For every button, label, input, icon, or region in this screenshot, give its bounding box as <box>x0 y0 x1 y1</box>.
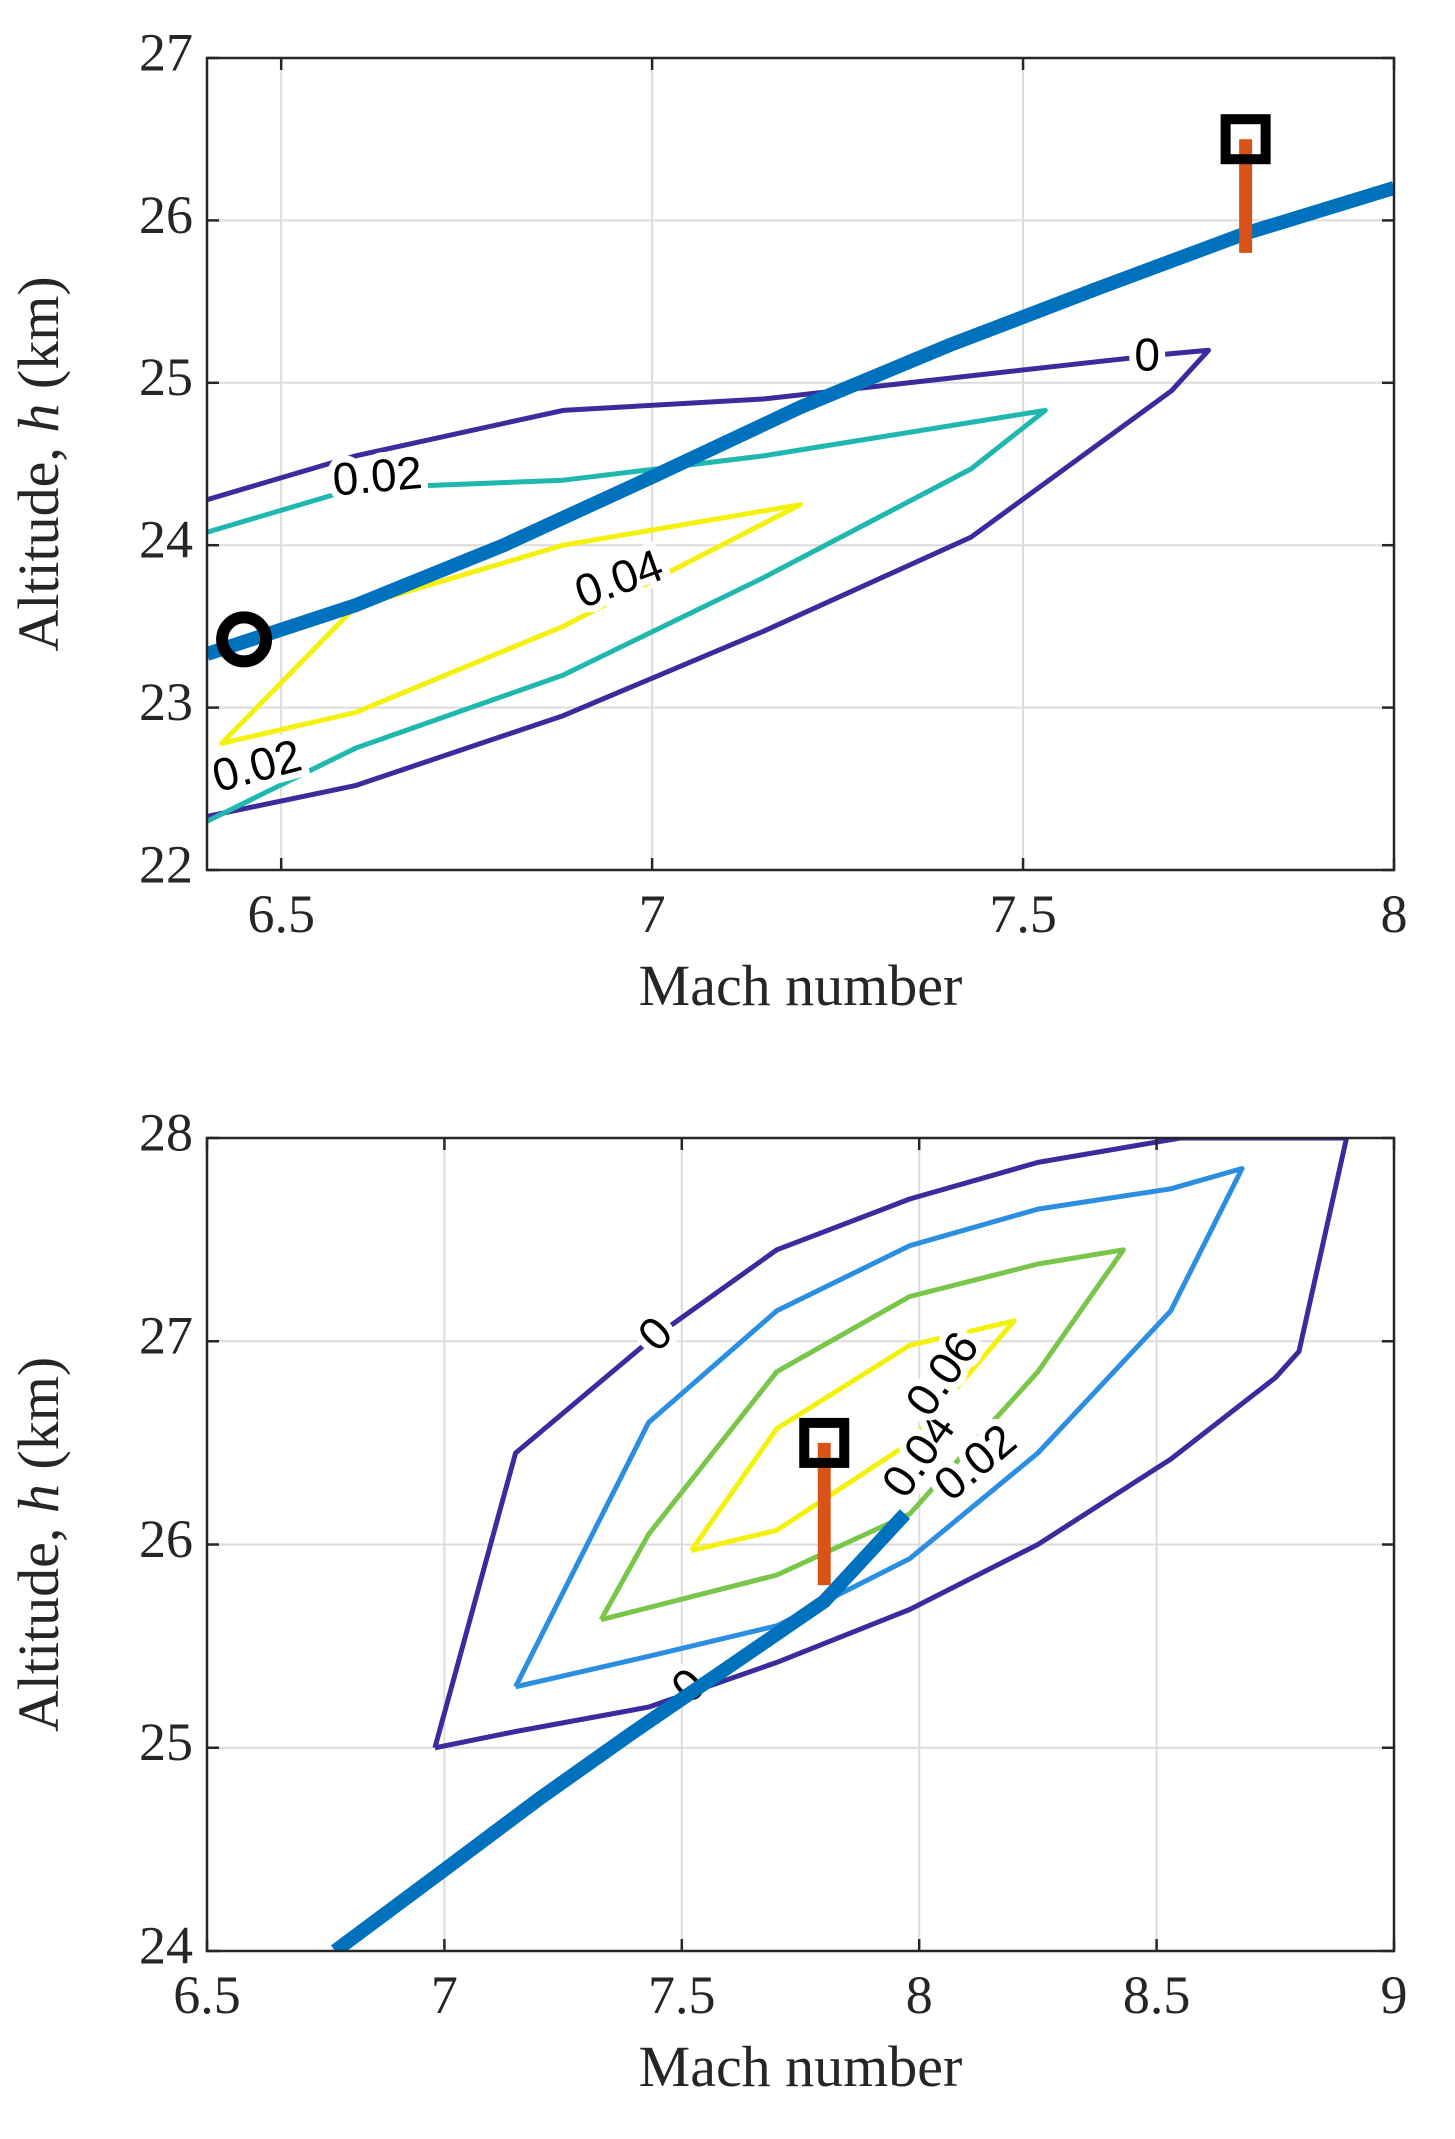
contour-label: 0.02 <box>331 446 425 506</box>
y-axis-label-variable: h <box>6 1484 71 1513</box>
y-tick-label: 26 <box>139 185 193 245</box>
contour-line-0.02 <box>207 407 1048 824</box>
y-axis-label-unit: (km) <box>6 1357 71 1484</box>
trajectory-line <box>207 181 1394 661</box>
y-tick-label: 26 <box>139 1509 193 1569</box>
target-square-marker <box>799 1417 850 1468</box>
x-tick-label: 7.5 <box>989 884 1057 944</box>
x-tick-label: 7 <box>639 884 666 944</box>
x-axis-label: Mach number <box>639 2034 963 2099</box>
x-axis-label: Mach number <box>639 953 963 1018</box>
contour-line-0.04 <box>598 1247 1126 1623</box>
x-tick-label: 8 <box>1381 884 1408 944</box>
contour-label: 0 <box>1134 329 1160 381</box>
contour-line-0 <box>207 347 1211 819</box>
y-tick-label: 22 <box>139 834 193 894</box>
y-tick-label: 27 <box>139 22 193 82</box>
x-tick-label: 6.5 <box>173 1965 241 2025</box>
x-tick-label: 8 <box>906 1965 933 2025</box>
x-tick-label: 7 <box>431 1965 458 2025</box>
y-tick-label: 27 <box>139 1306 193 1366</box>
y-axis-label-prefix: Altitude, <box>6 433 71 652</box>
y-tick-label: 24 <box>139 1915 193 1975</box>
y-tick-label: 25 <box>139 1712 193 1772</box>
target-square-marker <box>1220 114 1271 165</box>
start-circle-marker <box>216 611 273 668</box>
x-tick-label: 7.5 <box>648 1965 716 2025</box>
y-axis-label-prefix: Altitude, <box>6 1513 71 1732</box>
contour-line-0.06 <box>689 1318 1017 1554</box>
plot-area <box>207 58 1394 870</box>
x-tick-label: 9 <box>1381 1965 1408 2025</box>
y-tick-label: 28 <box>139 1102 193 1162</box>
y-tick-label: 25 <box>139 347 193 407</box>
contour-line-0 <box>432 1138 1349 1751</box>
y-axis-label: Altitude, h (km) <box>6 1357 71 1732</box>
axes-box <box>205 56 1396 872</box>
y-tick-label: 24 <box>139 510 193 570</box>
y-axis-label-unit: (km) <box>6 276 71 403</box>
trajectory-line <box>331 1509 911 1951</box>
y-axis-label: Altitude, h (km) <box>6 276 71 651</box>
chart-panel-2: 000.020.040.066.5 7 7.5 8 8.5 92425262728Mach… <box>6 1102 1408 2099</box>
y-axis-label-variable: h <box>6 404 71 433</box>
y-tick-label: 23 <box>139 672 193 732</box>
x-tick-label: 8.5 <box>1123 1965 1191 2025</box>
x-tick-label: 6.5 <box>247 884 315 944</box>
contour-line-0.04 <box>219 502 803 746</box>
